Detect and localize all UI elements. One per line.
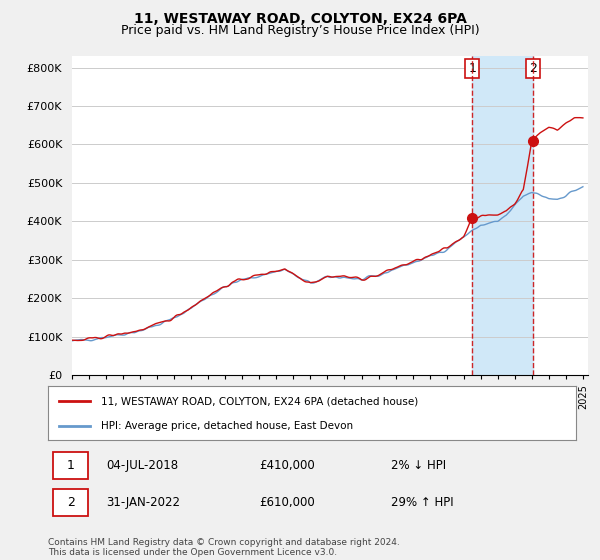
Text: 11, WESTAWAY ROAD, COLYTON, EX24 6PA (detached house): 11, WESTAWAY ROAD, COLYTON, EX24 6PA (de… <box>101 396 418 407</box>
Text: Price paid vs. HM Land Registry’s House Price Index (HPI): Price paid vs. HM Land Registry’s House … <box>121 24 479 36</box>
Bar <box>472 56 533 375</box>
Text: Contains HM Land Registry data © Crown copyright and database right 2024.
This d: Contains HM Land Registry data © Crown c… <box>48 538 400 557</box>
Text: 29% ↑ HPI: 29% ↑ HPI <box>391 496 454 509</box>
FancyBboxPatch shape <box>53 488 88 516</box>
Text: £410,000: £410,000 <box>259 459 315 472</box>
Text: 2: 2 <box>529 62 537 75</box>
Text: 31-JAN-2022: 31-JAN-2022 <box>106 496 180 509</box>
Text: HPI: Average price, detached house, East Devon: HPI: Average price, detached house, East… <box>101 421 353 431</box>
Text: £610,000: £610,000 <box>259 496 315 509</box>
Text: 04-JUL-2018: 04-JUL-2018 <box>106 459 178 472</box>
Text: 2: 2 <box>67 496 74 509</box>
Text: 2% ↓ HPI: 2% ↓ HPI <box>391 459 446 472</box>
Text: 1: 1 <box>67 459 74 472</box>
Text: 1: 1 <box>468 62 476 75</box>
FancyBboxPatch shape <box>53 451 88 479</box>
Text: 11, WESTAWAY ROAD, COLYTON, EX24 6PA: 11, WESTAWAY ROAD, COLYTON, EX24 6PA <box>134 12 466 26</box>
